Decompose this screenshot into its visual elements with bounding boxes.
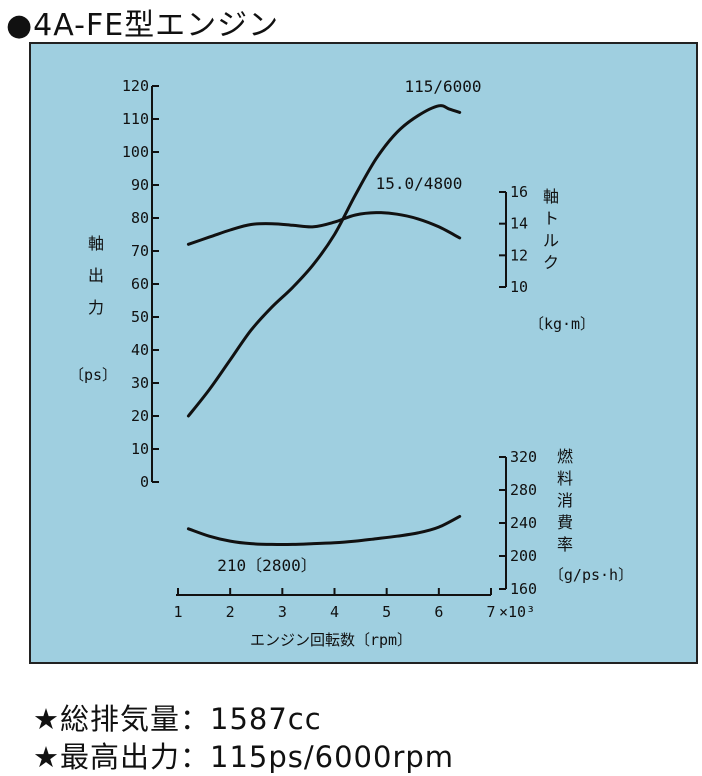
fuel-tick-label: 160 <box>510 580 537 598</box>
fuel-axis-title-char: 費 <box>557 513 573 532</box>
x-tick-label: 1 <box>173 603 182 621</box>
power-tick-label: 50 <box>131 308 149 326</box>
x-tick-label: 2 <box>226 603 235 621</box>
power-tick-label: 60 <box>131 275 149 293</box>
data-annotation: 115/6000 <box>404 77 481 96</box>
x-tick-label: 4 <box>330 603 339 621</box>
power-tick-label: 40 <box>131 341 149 359</box>
power-tick-label: 80 <box>131 209 149 227</box>
engine-performance-chart: 1201101009080706050403020100軸出力〔ps〕16141… <box>69 77 633 649</box>
power-curve <box>186 104 462 418</box>
torque-tick-label: 12 <box>510 246 528 264</box>
fuel-consumption-curve <box>186 514 462 547</box>
series-group <box>186 104 462 547</box>
x-axis-unit-suffix: ×10³ <box>499 603 535 621</box>
x-axis-title: エンジン回転数〔rpm〕 <box>250 631 412 649</box>
chart-panel: 120 110 100 90 80 70 60 50 40 30 20 10 0 軸出力〔ps〕 16 14 1… <box>29 42 698 664</box>
power-tick-label: 100 <box>122 143 149 161</box>
power-tick-label: 30 <box>131 374 149 392</box>
axes-group <box>151 85 507 596</box>
data-annotation: 15.0/4800 <box>376 174 463 193</box>
power-tick-label: 70 <box>131 242 149 260</box>
torque-axis-title-char: 軸 <box>543 187 559 206</box>
power-tick-label: 10 <box>131 440 149 458</box>
fuel-tick-label: 200 <box>510 547 537 565</box>
torque-curve <box>186 211 462 246</box>
power-axis-title-char: 軸 <box>88 234 104 253</box>
x-tick-label: 7 <box>486 603 495 621</box>
torque-axis-title-char: ク <box>543 253 559 272</box>
torque-tick-label: 14 <box>510 215 528 233</box>
power-tick-label: 90 <box>131 176 149 194</box>
torque-axis-unit: 〔kg·m〕 <box>529 315 595 333</box>
power-tick-label: 120 <box>122 77 149 95</box>
fuel-axis-title-char: 料 <box>557 469 573 488</box>
power-axis-unit: 〔ps〕 <box>69 366 117 384</box>
spec-displacement: ★総排気量：1587cc <box>33 702 322 736</box>
torque-axis-title-char: ル <box>543 231 559 250</box>
power-tick-label: 0 <box>140 473 149 491</box>
power-axis-title-char: 力 <box>88 298 104 317</box>
spec-max-power: ★最高出力：115ps/6000rpm <box>33 740 455 774</box>
fuel-tick-label: 240 <box>510 514 537 532</box>
data-annotation: 210〔2800〕 <box>217 556 316 575</box>
x-tick-label: 5 <box>382 603 391 621</box>
fuel-tick-label: 320 <box>510 448 537 466</box>
fuel-axis-unit: 〔g/ps·h〕 <box>549 566 633 584</box>
power-axis-title-char: 出 <box>88 266 104 285</box>
torque-axis-title-char: ト <box>543 209 559 228</box>
x-tick-label: 6 <box>434 603 443 621</box>
labels-group: 1201101009080706050403020100軸出力〔ps〕16141… <box>69 77 633 649</box>
x-tick-label: 3 <box>278 603 287 621</box>
torque-tick-label: 10 <box>510 278 528 296</box>
fuel-axis-title-char: 燃 <box>557 447 573 466</box>
fuel-axis-title-char: 消 <box>557 491 573 510</box>
page-title: ●4A-FE型エンジン <box>6 8 280 43</box>
power-tick-label: 20 <box>131 407 149 425</box>
torque-tick-label: 16 <box>510 183 528 201</box>
fuel-tick-label: 280 <box>510 481 537 499</box>
power-tick-label: 110 <box>122 110 149 128</box>
fuel-axis-title-char: 率 <box>557 535 573 554</box>
